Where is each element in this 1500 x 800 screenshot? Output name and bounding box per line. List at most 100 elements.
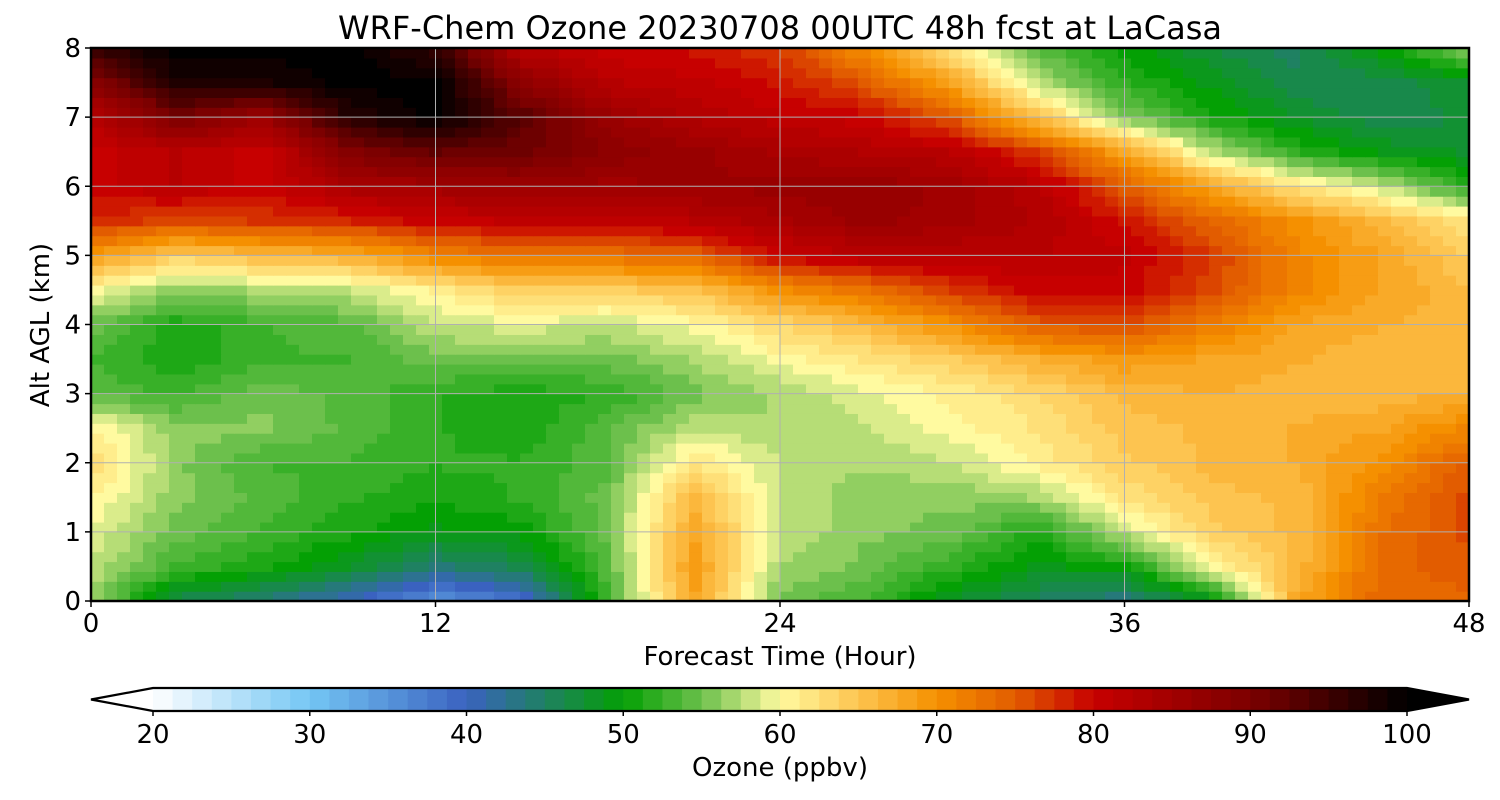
- heatmap-cell: [663, 275, 677, 286]
- heatmap-cell: [962, 383, 976, 395]
- heatmap-cell: [1144, 334, 1158, 345]
- heatmap-cell: [351, 531, 365, 543]
- heatmap-cell: [351, 156, 365, 168]
- heatmap-cell: [1196, 551, 1210, 563]
- heatmap-cell: [1261, 443, 1275, 454]
- heatmap-cell: [390, 541, 404, 553]
- heatmap-cell: [663, 482, 677, 493]
- heatmap-cell: [195, 531, 209, 543]
- heatmap-cell: [1027, 344, 1041, 355]
- heatmap-cell: [416, 225, 430, 237]
- heatmap-cell: [884, 255, 898, 266]
- heatmap-cell: [1365, 373, 1379, 385]
- heatmap-cell: [1183, 443, 1197, 454]
- heatmap-cell: [143, 433, 157, 444]
- heatmap-cell: [845, 206, 859, 217]
- heatmap-cell: [169, 265, 183, 276]
- heatmap-cell: [546, 364, 560, 375]
- heatmap-cell: [234, 551, 248, 563]
- heatmap-cell: [416, 215, 430, 227]
- heatmap-cell: [169, 344, 183, 355]
- heatmap-cell: [1040, 541, 1054, 553]
- heatmap-cell: [1170, 462, 1184, 474]
- heatmap-cell: [884, 433, 898, 444]
- heatmap-cell: [351, 423, 365, 434]
- heatmap-cell: [1326, 275, 1340, 286]
- heatmap-cell: [858, 551, 872, 563]
- ozone-heatmap: [91, 48, 1469, 601]
- heatmap-cell: [273, 373, 287, 385]
- heatmap-cell: [1443, 156, 1457, 168]
- heatmap-cell: [234, 373, 248, 385]
- heatmap-cell: [533, 196, 547, 207]
- heatmap-cell: [949, 146, 963, 158]
- heatmap-cell: [1209, 522, 1223, 533]
- heatmap-cell: [1313, 285, 1327, 296]
- heatmap-cell: [364, 443, 378, 454]
- heatmap-cell: [455, 373, 469, 385]
- heatmap-cell: [1079, 541, 1093, 553]
- heatmap-cell: [416, 512, 430, 523]
- heatmap-cell: [559, 294, 573, 306]
- heatmap-cell: [741, 255, 755, 266]
- heatmap-cell: [1404, 285, 1418, 296]
- heatmap-cell: [676, 156, 690, 168]
- heatmap-cell: [988, 462, 1002, 474]
- heatmap-cell: [1287, 324, 1301, 335]
- heatmap-cell: [104, 433, 118, 444]
- heatmap-cell: [156, 472, 170, 484]
- heatmap-cell: [1066, 146, 1080, 158]
- heatmap-cell: [1326, 285, 1340, 296]
- heatmap-cell: [559, 512, 573, 523]
- heatmap-cell: [208, 334, 222, 345]
- heatmap-cell: [754, 166, 768, 177]
- heatmap-cell: [1274, 423, 1288, 434]
- heatmap-cell: [299, 531, 313, 543]
- heatmap-cell: [754, 136, 768, 148]
- heatmap-cell: [1430, 373, 1444, 385]
- heatmap-cell: [533, 472, 547, 484]
- heatmap-cell: [1027, 581, 1041, 592]
- heatmap-cell: [819, 541, 833, 553]
- heatmap-cell: [1183, 423, 1197, 434]
- heatmap-cell: [1157, 176, 1171, 187]
- heatmap-cell: [234, 136, 248, 148]
- heatmap-cell: [1456, 462, 1469, 474]
- heatmap-cell: [754, 433, 768, 444]
- heatmap-cell: [91, 462, 105, 474]
- heatmap-cell: [494, 571, 508, 582]
- heatmap-cell: [1092, 294, 1106, 306]
- heatmap-cell: [312, 275, 326, 286]
- heatmap-cell: [988, 136, 1002, 148]
- heatmap-cell: [624, 423, 638, 434]
- heatmap-cell: [806, 452, 820, 464]
- heatmap-cell: [624, 383, 638, 395]
- heatmap-cell: [130, 344, 144, 355]
- heatmap-cell: [455, 452, 469, 464]
- heatmap-cell: [741, 275, 755, 286]
- heatmap-cell: [273, 156, 287, 168]
- heatmap-cell: [1053, 433, 1067, 444]
- heatmap-cell: [182, 294, 196, 306]
- heatmap-cell: [1014, 215, 1028, 227]
- heatmap-cell: [1339, 265, 1353, 276]
- heatmap-cell: [949, 522, 963, 533]
- heatmap-cell: [91, 225, 105, 237]
- heatmap-cell: [1404, 225, 1418, 237]
- heatmap-cell: [455, 492, 469, 503]
- heatmap-cell: [247, 156, 261, 168]
- heatmap-cell: [208, 413, 222, 424]
- heatmap-cell: [1144, 314, 1158, 326]
- heatmap-cell: [117, 265, 131, 276]
- heatmap-cell: [416, 156, 430, 168]
- heatmap-cell: [1417, 373, 1431, 385]
- heatmap-cell: [949, 413, 963, 424]
- heatmap-cell: [897, 225, 911, 237]
- heatmap-cell: [1248, 186, 1262, 197]
- heatmap-cell: [481, 324, 495, 335]
- heatmap-cell: [1287, 255, 1301, 266]
- heatmap-cell: [533, 275, 547, 286]
- heatmap-cell: [208, 561, 222, 572]
- heatmap-cell: [1209, 156, 1223, 168]
- heatmap-cell: [1404, 433, 1418, 444]
